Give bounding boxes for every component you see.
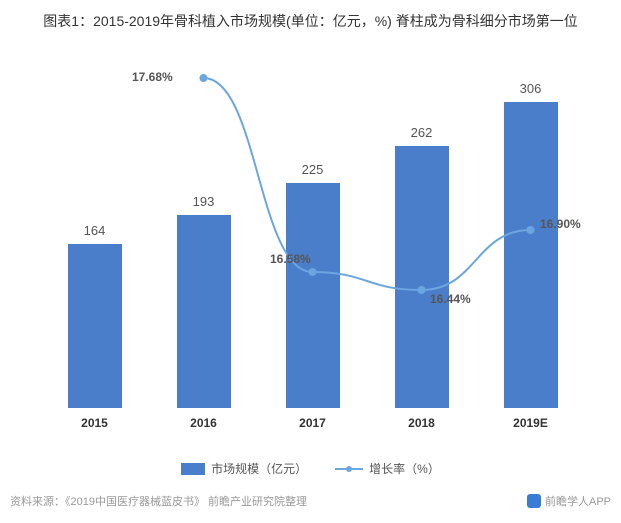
chart-title: 图表1：2015-2019年骨科植入市场规模(单位：亿元，%) 脊柱成为骨科细分… (0, 0, 621, 36)
growth-label: 16.90% (540, 217, 581, 231)
x-axis-label: 2018 (367, 416, 476, 430)
growth-label: 16.44% (430, 292, 471, 306)
credit-text: 前瞻学人APP (545, 493, 611, 509)
growth-label: 17.68% (132, 70, 173, 84)
legend-swatch-line-icon (335, 463, 363, 475)
legend: 市场规模（亿元） 增长率（%） (0, 460, 621, 477)
legend-swatch-bar-icon (181, 463, 205, 475)
footer: 资料来源：《2019中国医疗器械蓝皮书》 前瞻产业研究院整理 前瞻学人APP (10, 493, 611, 509)
growth-label: 16.58% (270, 252, 311, 266)
app-icon (527, 494, 541, 508)
legend-item-line: 增长率（%） (335, 460, 440, 477)
x-axis-label: 2015 (40, 416, 149, 430)
legend-label-bar: 市场规模（亿元） (211, 460, 307, 477)
x-axis: 2015 2016 2017 2018 2019E (40, 416, 585, 430)
x-axis-label: 2016 (149, 416, 258, 430)
x-axis-label: 2017 (258, 416, 367, 430)
growth-line (40, 60, 585, 408)
x-axis-label: 2019E (476, 416, 585, 430)
legend-item-bar: 市场规模（亿元） (181, 460, 307, 477)
legend-label-line: 增长率（%） (369, 460, 440, 477)
chart-area: 164 193 225 262 306 17.68% 16.58% 16.44%… (40, 60, 585, 430)
credit: 前瞻学人APP (527, 493, 611, 509)
source-text: 资料来源：《2019中国医疗器械蓝皮书》 前瞻产业研究院整理 (10, 493, 307, 509)
